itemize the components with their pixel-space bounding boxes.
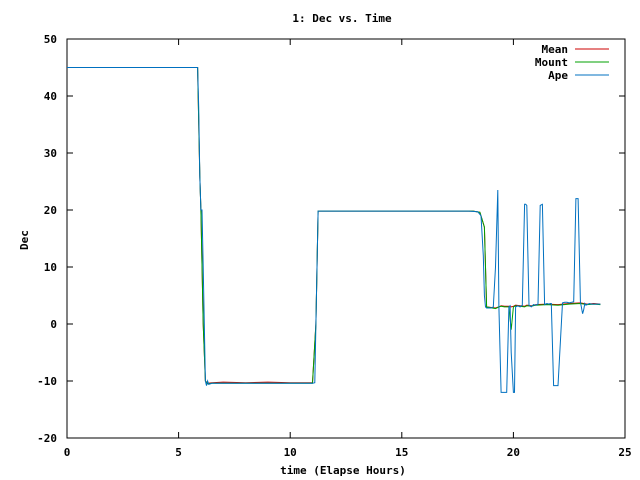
axis-ticks xyxy=(66,38,626,439)
y-tick-label: 0 xyxy=(50,318,57,331)
axis-tick-labels: 0 5 10 15 20 25 -20 -10 0 10 20 30 40 50 xyxy=(37,33,632,459)
y-axis-label: Dec xyxy=(18,230,31,250)
x-tick-label: 10 xyxy=(284,446,297,459)
legend-label-mean: Mean xyxy=(542,43,569,56)
chart-title: 1: Dec vs. Time xyxy=(292,12,392,25)
y-tick-label: -10 xyxy=(37,375,57,388)
x-tick-label: 15 xyxy=(395,446,408,459)
x-axis-label: time (Elapse Hours) xyxy=(280,464,406,477)
x-tick-label: 20 xyxy=(507,446,520,459)
x-tick-label: 25 xyxy=(618,446,631,459)
y-tick-label: 50 xyxy=(44,33,57,46)
legend-label-mount: Mount xyxy=(535,56,568,69)
series-line-ape xyxy=(67,67,601,393)
y-tick-label: -20 xyxy=(37,432,57,445)
y-tick-label: 40 xyxy=(44,90,57,103)
y-tick-label: 10 xyxy=(44,261,57,274)
x-tick-label: 5 xyxy=(175,446,182,459)
series-lines xyxy=(67,67,601,393)
x-tick-label: 0 xyxy=(64,446,71,459)
y-tick-label: 30 xyxy=(44,147,57,160)
legend-label-ape: Ape xyxy=(548,69,568,82)
plot-frame xyxy=(66,38,626,439)
y-tick-label: 20 xyxy=(44,204,57,217)
